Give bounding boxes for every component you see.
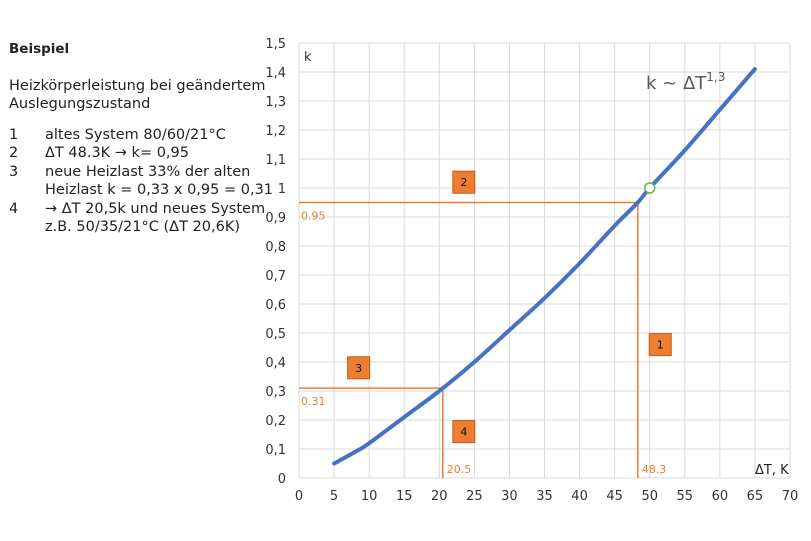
x-tick-label: 5 — [330, 489, 338, 504]
step-text: neue Heizlast 33% der alten Heizlast k =… — [45, 163, 289, 200]
step-number: 3 — [9, 163, 19, 180]
annotation-label-483: 48.3 — [642, 463, 667, 476]
annotations: 0.95 0.31 48.3 20.5 1 2 3 4 — [299, 170, 672, 478]
step-text: altes System 80/60/21°C — [45, 126, 226, 143]
y-tick-label: 0,1 — [265, 443, 286, 458]
y-tick-label: 1,3 — [265, 95, 286, 110]
y-tick-label: 0,4 — [265, 356, 286, 371]
step-badge — [648, 333, 672, 357]
y-tick-label: 0,2 — [265, 414, 286, 429]
step-3: 3 neue Heizlast 33% der alten Heizlast k… — [9, 163, 289, 200]
series-line — [332, 67, 757, 466]
x-tick-label: 25 — [466, 489, 483, 504]
step-number: 4 — [9, 200, 19, 217]
data-point-marker — [643, 182, 656, 194]
formula-exponent: 1,3 — [706, 70, 725, 84]
step-text-line-1: → ΔT 20,5k und neues System — [45, 200, 266, 217]
y-axis-label: k — [304, 50, 312, 65]
step-text-line-2: Heizlast k = 0,33 x 0,95 = 0,31 — [45, 182, 274, 198]
axes: 0 5 10 15 20 25 30 35 40 45 50 55 60 65 70 0 0,1 0,2 0,3 0,… — [265, 37, 798, 504]
step-2: 2 ΔT 48.3K → k= 0,95 — [9, 144, 289, 163]
annotation-label-031: 0.31 — [301, 395, 326, 408]
step-4: 4 → ΔT 20,5k und neues System z.B. 50/35… — [9, 200, 289, 237]
step-1: 1 altes System 80/60/21°C — [9, 126, 289, 145]
x-tick-label: 45 — [606, 489, 623, 504]
step-text-line-2: z.B. 50/35/21°C (ΔT 20,6K) — [45, 219, 240, 235]
step-number: 2 — [9, 145, 19, 161]
x-tick-label: 35 — [536, 489, 553, 504]
x-tick-label: 10 — [361, 489, 378, 504]
step-badge-label: 1 — [657, 339, 664, 352]
x-tick-label: 20 — [431, 489, 448, 504]
panel-description: Heizkörperleistung bei geändertem Ausleg… — [9, 77, 289, 114]
step-badge — [347, 356, 371, 380]
x-tick-label: 40 — [571, 489, 588, 504]
x-tick-label: 60 — [712, 489, 729, 504]
y-tick-label: 0,5 — [265, 327, 286, 342]
y-tick-label: 0,7 — [265, 269, 286, 284]
y-tick-label: 1,2 — [265, 124, 286, 139]
y-tick-label: 1,4 — [265, 66, 286, 81]
y-tick-label: 0,6 — [265, 298, 286, 313]
y-tick-label: 1,1 — [265, 153, 286, 168]
formula-base: k ~ ΔT — [646, 73, 707, 94]
step-badge-label: 2 — [460, 176, 467, 189]
x-axis-label: ΔT, K — [755, 463, 789, 478]
y-tick-label: 0,9 — [265, 211, 286, 226]
step-number: 1 — [9, 126, 19, 143]
step-text: ΔT 48.3K → k= 0,95 — [45, 145, 189, 161]
x-tick-label: 70 — [782, 489, 799, 504]
x-tick-label: 15 — [396, 489, 413, 504]
y-tick-label: 0 — [278, 472, 286, 487]
x-tick-label: 30 — [501, 489, 518, 504]
y-tick-label: 1 — [278, 182, 286, 197]
step-badge-label: 4 — [460, 426, 467, 439]
x-tick-label: 55 — [677, 489, 694, 504]
y-tick-label: 1,5 — [265, 37, 286, 52]
step-text: → ΔT 20,5k und neues System z.B. 50/35/2… — [45, 200, 289, 237]
y-tick-label: 0,3 — [265, 385, 286, 400]
series — [332, 67, 757, 466]
annotation-label-205: 20.5 — [447, 463, 472, 476]
step-badge — [452, 170, 476, 194]
step-badge — [452, 420, 476, 444]
x-tick-label: 65 — [747, 489, 764, 504]
description-line-1: Heizkörperleistung bei geändertem — [9, 77, 266, 94]
x-tick-label: 50 — [641, 489, 658, 504]
description-line-2: Auslegungszustand — [9, 96, 151, 112]
x-tick-label: 0 — [295, 489, 303, 504]
y-tick-label: 0,8 — [265, 240, 286, 255]
annotation-label-095: 0.95 — [301, 210, 326, 223]
formula-label: k ~ ΔT1,3 — [646, 70, 725, 94]
step-text-line-1: neue Heizlast 33% der alten — [45, 163, 251, 180]
step-badge-label: 3 — [355, 362, 362, 375]
grid — [298, 42, 791, 479]
explanation-panel: Beispiel Heizkörperleistung bei geändert… — [9, 40, 289, 237]
panel-heading: Beispiel — [9, 41, 70, 57]
